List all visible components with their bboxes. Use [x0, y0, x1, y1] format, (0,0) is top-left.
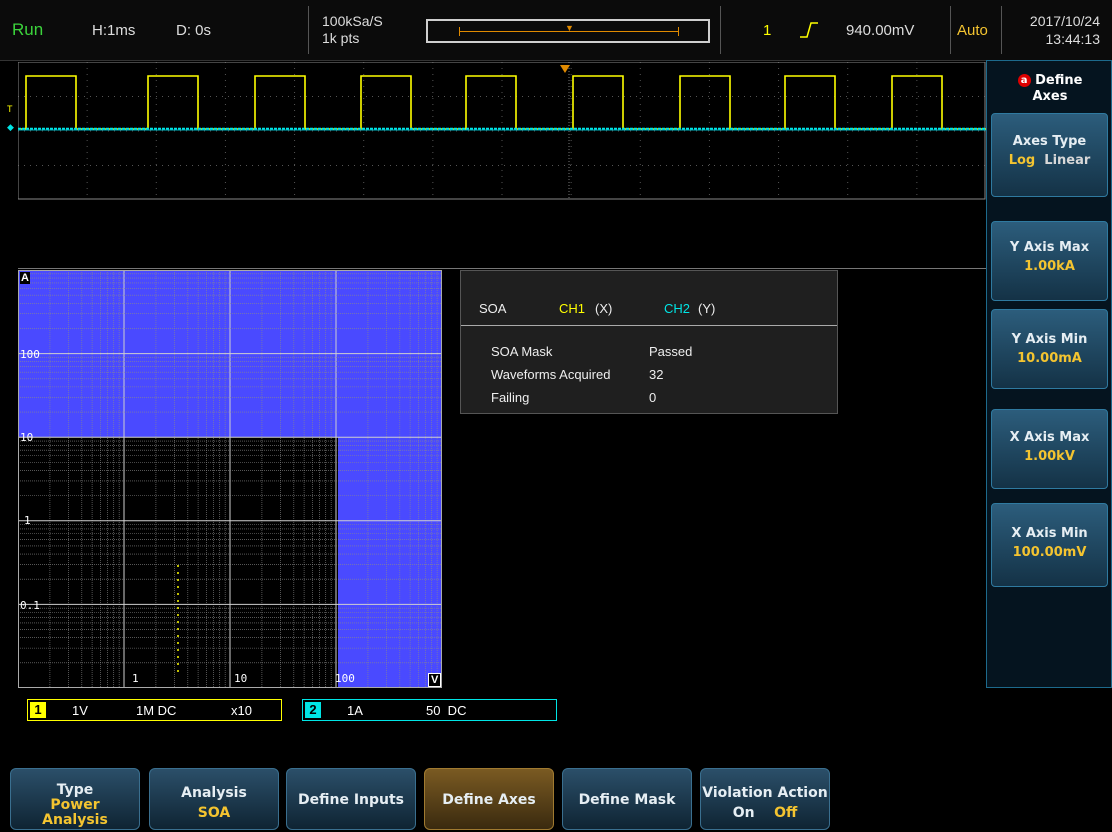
menu-header: a Define Axes [993, 73, 1107, 105]
soa-mask-value: Passed [649, 344, 693, 359]
soa-border [18, 270, 442, 688]
divider [720, 6, 721, 54]
time: 13:44:13 [1045, 31, 1101, 47]
ch1-label: CH1 [559, 301, 586, 316]
soa-mask-label: SOA Mask [491, 344, 553, 359]
x-axis-min-value: 100.00mV [1012, 545, 1087, 560]
y-axis-max-label: Y Axis Max [1009, 240, 1090, 255]
memory-position-bar[interactable]: ▼ [426, 19, 710, 43]
ch1-settings[interactable]: 1 1V 1M DC x10 [27, 699, 282, 721]
y-tick-1: 1 [24, 514, 31, 527]
ch2-coupling: 50 DC [426, 703, 467, 718]
run-state[interactable]: Run [12, 20, 44, 39]
y-tick-10: 10 [20, 431, 34, 444]
horizontal-scale[interactable]: H:1ms [92, 21, 136, 39]
x-tick-100: 100 [335, 672, 355, 685]
y-tick-100: 100 [20, 348, 40, 361]
x-tick-10: 10 [234, 672, 248, 685]
menu-header-line2: Axes [1032, 89, 1068, 104]
divider [950, 6, 951, 54]
trigger-mode[interactable]: Auto [957, 21, 988, 39]
date: 2017/10/24 [1029, 13, 1100, 29]
trigger-source[interactable]: 1 [763, 21, 772, 39]
ch2-badge: 2 [305, 702, 321, 718]
sample-rate: 100kSa/S [322, 13, 383, 29]
ch1-axis: (X) [595, 301, 613, 316]
memory-window-line [460, 31, 678, 32]
x-axis-max-label: X Axis Max [1009, 430, 1090, 445]
horizontal-delay[interactable]: D: 0s [176, 21, 212, 39]
y-tick-0.1: 0.1 [20, 599, 40, 612]
ch1-coupling: 1M DC [136, 703, 177, 718]
ch1-badge: 1 [30, 702, 46, 718]
analysis-value: SOA [197, 805, 231, 821]
side-menu: a Define Axes Axes Type Log Linear Y Axi… [986, 60, 1112, 688]
y-axis-max-button[interactable]: Y Axis Max 1.00kA [991, 221, 1108, 301]
type-button[interactable]: Type Power Analysis [10, 768, 140, 830]
ch2-scale: 1A [347, 703, 363, 718]
status-bar: Run H:1ms D: 0s 100kSa/S 1k pts ▼ 1 940.… [0, 0, 1112, 61]
define-axes-button[interactable]: Define Axes [424, 768, 554, 830]
trigger-level[interactable]: 940.00mV [846, 21, 915, 39]
y-axis-min-value: 10.00mA [1017, 351, 1082, 366]
x-axis-min-button[interactable]: X Axis Min 100.00mV [991, 503, 1108, 587]
waveform-display[interactable] [18, 62, 986, 200]
soa-title: SOA [479, 301, 507, 316]
window-right-edge [678, 27, 679, 36]
y-axis-max-value: 1.00kA [1024, 259, 1075, 274]
ch2-settings[interactable]: 2 1A 50 DC [302, 699, 557, 721]
trigger-time-marker [560, 60, 570, 73]
ch1-scale: 1V [72, 703, 88, 718]
violation-off: Off [774, 805, 798, 821]
analysis-button[interactable]: Analysis SOA [149, 768, 279, 830]
soa-results-panel: SOA CH1 (X) CH2 (Y) SOA Mask Passed Wave… [460, 270, 838, 414]
soa-plot[interactable] [18, 270, 442, 688]
ch2-ground-marker[interactable]: ◆ [7, 122, 14, 132]
window-left-edge [459, 27, 460, 36]
waveforms-acquired-value: 32 [649, 367, 664, 382]
ch2-label: CH2 [664, 301, 691, 316]
y-axis-min-label: Y Axis Min [1011, 332, 1088, 347]
violation-on: On [732, 805, 755, 821]
failing-value: 0 [649, 390, 657, 405]
multipurpose-knob-icon: a [1017, 74, 1031, 87]
waveform-grid [18, 62, 986, 200]
type-label: Type [56, 782, 94, 798]
waveforms-acquired-label: Waveforms Acquired [491, 367, 611, 382]
menu-header-line1: Define [1035, 73, 1083, 88]
axes-type-label: Axes Type [1012, 134, 1087, 149]
failing-label: Failing [491, 390, 530, 405]
type-value-line2: Analysis [42, 812, 108, 828]
ch2-axis: (Y) [698, 301, 716, 316]
define-inputs-button[interactable]: Define Inputs [286, 768, 416, 830]
panel-divider [461, 325, 837, 326]
divider [1001, 6, 1002, 54]
ch1-waveform [18, 75, 986, 130]
y-unit-label: A [20, 272, 30, 284]
y-axis-min-button[interactable]: Y Axis Min 10.00mA [991, 309, 1108, 389]
axes-type-log: Log [1008, 153, 1036, 168]
violation-action-button[interactable]: Violation Action On Off [700, 768, 830, 830]
rising-edge-icon [798, 0, 820, 60]
x-axis-min-label: X Axis Min [1011, 526, 1088, 541]
x-axis-max-value: 1.00kV [1024, 449, 1075, 464]
divider [308, 6, 309, 54]
analysis-label: Analysis [181, 785, 247, 801]
trigger-position-marker: ▼ [565, 23, 574, 33]
define-mask-button[interactable]: Define Mask [562, 768, 692, 830]
ch1-probe: x10 [231, 703, 252, 718]
violation-action-label: Violation Action [702, 785, 828, 801]
type-value-line1: Power [50, 797, 100, 813]
axes-type-linear: Linear [1044, 153, 1091, 168]
soa-grid [18, 270, 442, 688]
x-axis-max-button[interactable]: X Axis Max 1.00kV [991, 409, 1108, 489]
memory-depth: 1k pts [322, 30, 360, 46]
acquisition-info[interactable]: 100kSa/S 1k pts [322, 0, 383, 60]
date-time: 2017/10/24 13:44:13 [1012, 0, 1100, 60]
axes-type-button[interactable]: Axes Type Log Linear [991, 113, 1108, 197]
x-tick-1: 1 [132, 672, 139, 685]
x-unit-label: V [428, 673, 442, 687]
view-divider [18, 268, 986, 269]
ch1-ground-marker[interactable]: T [7, 104, 13, 114]
